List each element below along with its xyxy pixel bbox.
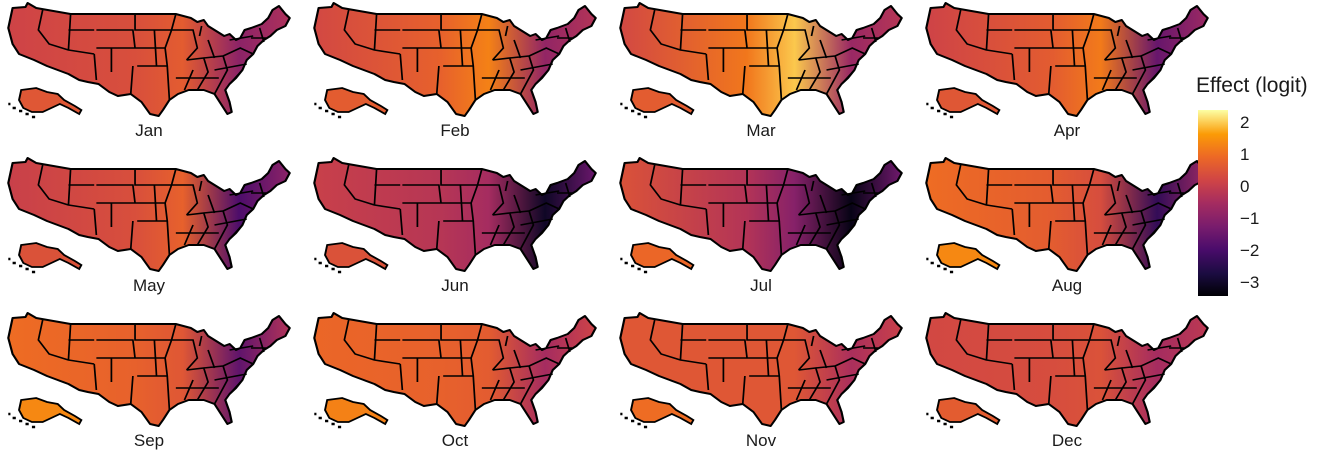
state-borders (649, 319, 879, 411)
alaska (324, 87, 389, 116)
us-map (7, 312, 291, 429)
alaska (18, 242, 83, 271)
us-map (619, 2, 903, 119)
alaska (630, 242, 695, 271)
state-borders (955, 164, 1185, 256)
alaska (18, 397, 83, 426)
map-panel-dec: Dec (922, 310, 1212, 460)
hawaii (926, 257, 954, 274)
month-label: Sep (133, 431, 165, 450)
state-borders (37, 319, 267, 411)
alaska (630, 87, 695, 116)
map-panel-aug: Aug (922, 155, 1212, 305)
alaska (630, 397, 695, 426)
legend-tick-mark (1228, 122, 1234, 124)
map-panel-jan: Jan (4, 0, 294, 150)
us-map (925, 2, 1209, 119)
legend-tick-label: −2 (1240, 241, 1260, 261)
legend-colorbar (1198, 110, 1228, 296)
legend-tick-label: −3 (1240, 273, 1260, 293)
state-borders (955, 319, 1185, 411)
hawaii (314, 257, 342, 274)
us-map (313, 2, 597, 119)
hawaii (8, 412, 36, 429)
us-map (313, 312, 597, 429)
legend-title: Effect (logit) (1196, 74, 1308, 97)
us-map (925, 312, 1209, 429)
alaska (324, 242, 389, 271)
alaska (18, 87, 83, 116)
alaska (936, 87, 1001, 116)
map-panel-oct: Oct (310, 310, 600, 460)
map-panel-apr: Apr (922, 0, 1212, 150)
us-map (313, 157, 597, 274)
state-borders (343, 9, 573, 101)
state-borders (343, 319, 573, 411)
us-map (7, 2, 291, 119)
hawaii (8, 102, 36, 119)
map-panel-sep: Sep (4, 310, 294, 460)
color-legend: Effect (logit) 2 1 0 −1 −2 −3 (1196, 74, 1336, 334)
legend-tick-mark (1228, 219, 1234, 221)
month-label: Apr (1053, 121, 1081, 140)
state-borders (37, 164, 267, 256)
month-label: Jul (750, 276, 772, 295)
map-panel-jun: Jun (310, 155, 600, 305)
legend-tick-label: 1 (1240, 144, 1250, 164)
hawaii (620, 257, 648, 274)
month-label: Feb (440, 121, 470, 140)
hawaii (314, 102, 342, 119)
us-map (619, 312, 903, 429)
hawaii (620, 102, 648, 119)
legend-tick-mark (1228, 251, 1234, 253)
legend-tick-mark (1228, 283, 1234, 285)
us-map (7, 157, 291, 274)
month-label: Aug (1051, 276, 1083, 295)
month-label: May (132, 276, 166, 295)
month-label: Jun (441, 276, 469, 295)
map-panel-may: May (4, 155, 294, 305)
state-borders (649, 164, 879, 256)
map-panel-jul: Jul (616, 155, 906, 305)
legend-tick-label: −1 (1240, 209, 1260, 229)
us-map (619, 157, 903, 274)
month-label: Oct (441, 431, 469, 450)
map-panel-nov: Nov (616, 310, 906, 460)
alaska (324, 397, 389, 426)
hawaii (926, 102, 954, 119)
legend-tick-label: 0 (1240, 176, 1250, 196)
hawaii (8, 257, 36, 274)
hawaii (926, 412, 954, 429)
month-label: Jan (135, 121, 163, 140)
state-borders (37, 9, 267, 101)
month-label: Mar (746, 121, 776, 140)
state-borders (955, 9, 1185, 101)
month-label: Dec (1051, 431, 1083, 450)
legend-tick-mark (1228, 154, 1234, 156)
state-borders (649, 9, 879, 101)
hawaii (620, 412, 648, 429)
map-panel-mar: Mar (616, 0, 906, 150)
alaska (936, 242, 1001, 271)
legend-tick-label: 2 (1240, 112, 1250, 132)
month-label: Nov (745, 431, 777, 450)
hawaii (314, 412, 342, 429)
alaska (936, 397, 1001, 426)
state-borders (343, 164, 573, 256)
legend-tick-mark (1228, 186, 1234, 188)
map-panel-feb: Feb (310, 0, 600, 150)
us-map (925, 157, 1209, 274)
